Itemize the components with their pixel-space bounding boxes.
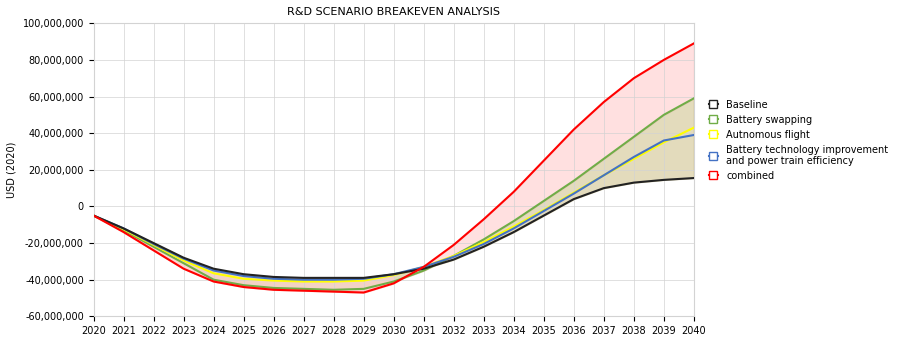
Y-axis label: USD (2020): USD (2020) [7,142,17,198]
Legend: Baseline, Battery swapping, Autnomous flight, Battery technology improvement
and: Baseline, Battery swapping, Autnomous fl… [705,96,892,185]
Title: R&D SCENARIO BREAKEVEN ANALYSIS: R&D SCENARIO BREAKEVEN ANALYSIS [287,7,500,17]
